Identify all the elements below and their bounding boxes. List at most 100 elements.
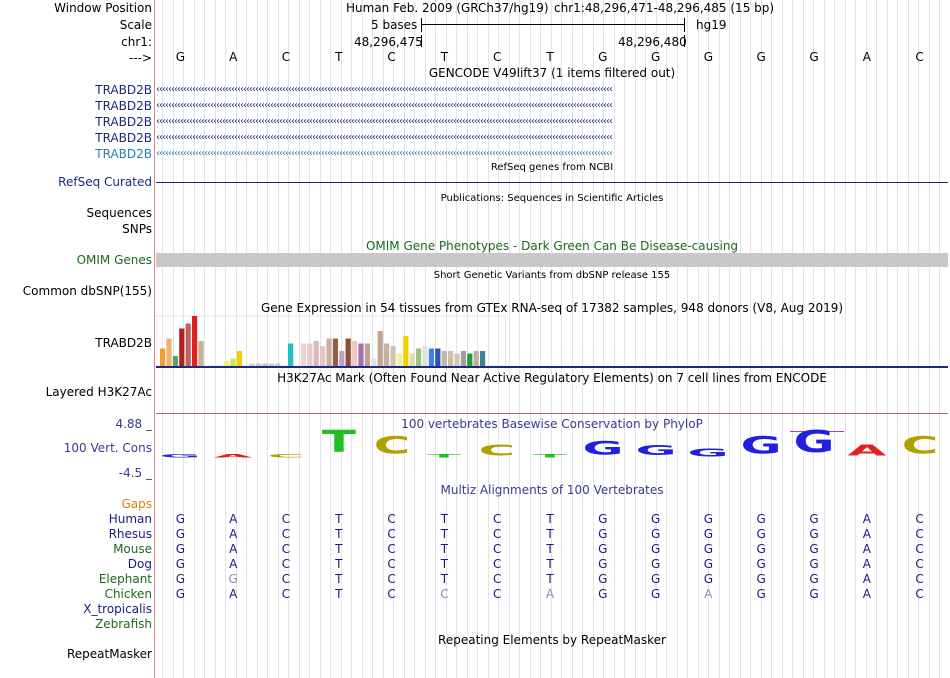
species-label[interactable]: Chicken (104, 587, 152, 601)
gtex-track-title[interactable]: Gene Expression in 54 tissues from GTEx … (260, 301, 844, 315)
gtex-expression-chart[interactable] (156, 314, 948, 369)
gtex-tissue-bar[interactable] (467, 353, 473, 367)
gtex-tissue-bar[interactable] (390, 346, 396, 366)
gtex-tissue-bar[interactable] (371, 358, 377, 367)
species-label[interactable]: Dog (127, 557, 152, 571)
gtex-tissue-bar[interactable] (377, 331, 383, 366)
gtex-tissue-bar[interactable] (403, 336, 409, 366)
gtex-tissue-bar[interactable] (192, 316, 198, 366)
species-label[interactable]: X_tropicalis (83, 602, 152, 616)
gtex-tissue-bar[interactable] (300, 343, 306, 367)
gencode-gene-arrows[interactable]: ‹‹‹‹‹‹‹‹‹‹‹‹‹‹‹‹‹‹‹‹‹‹‹‹‹‹‹‹‹‹‹‹‹‹‹‹‹‹‹‹… (156, 85, 613, 95)
gencode-gene-label[interactable]: TRABD2B (95, 147, 152, 161)
repeatmasker-label[interactable]: RepeatMasker (66, 647, 152, 661)
gtex-tissue-bar[interactable] (345, 338, 351, 367)
gtex-tissue-bar[interactable] (160, 348, 166, 367)
gtex-tissue-bar[interactable] (435, 348, 441, 367)
gaps-label[interactable]: Gaps (121, 497, 152, 511)
gtex-tissue-bar[interactable] (422, 346, 428, 366)
dbsnp-track-title[interactable]: Short Genetic Variants from dbSNP releas… (433, 270, 671, 281)
sequence-base: G (756, 50, 766, 64)
h3k27ac-label[interactable]: Layered H3K27Ac (45, 385, 152, 399)
gtex-tissue-bar[interactable] (416, 348, 422, 367)
gtex-tissue-bar[interactable] (198, 341, 204, 366)
gtex-tissue-bar[interactable] (256, 363, 262, 367)
gtex-tissue-bar[interactable] (313, 341, 319, 366)
gtex-tissue-bar[interactable] (409, 353, 415, 367)
refseq-track-title[interactable]: RefSeq genes from NCBI (490, 162, 614, 173)
gtex-tissue-bar[interactable] (339, 351, 345, 366)
gtex-tissue-bar[interactable] (268, 363, 274, 367)
gtex-tissue-bar[interactable] (460, 351, 466, 366)
gtex-tissue-bar[interactable] (364, 343, 370, 367)
species-label[interactable]: Zebrafish (95, 617, 152, 631)
gtex-tissue-bar[interactable] (326, 338, 332, 367)
multiz-track-title[interactable]: Multiz Alignments of 100 Vertebrates (440, 483, 664, 497)
gencode-gene-arrows[interactable]: ‹‹‹‹‹‹‹‹‹‹‹‹‹‹‹‹‹‹‹‹‹‹‹‹‹‹‹‹‹‹‹‹‹‹‹‹‹‹‹‹… (156, 117, 613, 127)
gtex-tissue-bar[interactable] (275, 363, 281, 367)
gtex-tissue-bar[interactable] (454, 353, 460, 367)
grid-line (477, 0, 478, 678)
gencode-gene-label[interactable]: TRABD2B (95, 83, 152, 97)
gtex-tissue-bar[interactable] (224, 361, 230, 366)
species-label[interactable]: Rhesus (108, 527, 152, 541)
grid-line (719, 0, 720, 678)
strand-arrow-label[interactable]: ---> (128, 51, 152, 65)
gtex-tissue-bar[interactable] (172, 356, 178, 366)
species-label[interactable]: Mouse (113, 542, 152, 556)
conservation-label[interactable]: 100 Vert. Cons (63, 441, 152, 455)
omim-label[interactable]: OMIM Genes (76, 253, 152, 267)
sequence-base: C (281, 50, 291, 64)
gtex-tissue-bar[interactable] (332, 338, 338, 367)
grid-line (782, 0, 783, 678)
gtex-tissue-bar[interactable] (480, 351, 486, 366)
species-label[interactable]: Human (108, 512, 152, 526)
gtex-tissue-bar[interactable] (288, 343, 294, 367)
repeatmasker-track-title[interactable]: Repeating Elements by RepeatMasker (438, 633, 666, 647)
gtex-tissue-bar[interactable] (262, 363, 268, 367)
dbsnp-label[interactable]: Common dbSNP(155) (22, 284, 152, 298)
gencode-gene-arrows[interactable]: ‹‹‹‹‹‹‹‹‹‹‹‹‹‹‹‹‹‹‹‹‹‹‹‹‹‹‹‹‹‹‹‹‹‹‹‹‹‹‹‹… (156, 149, 613, 159)
gtex-tissue-bar[interactable] (358, 343, 364, 367)
gencode-gene-label[interactable]: TRABD2B (95, 99, 152, 113)
refseq-gene-line[interactable] (156, 182, 948, 183)
gtex-tissue-bar[interactable] (307, 343, 313, 367)
gencode-track-title[interactable]: GENCODE V49lift37 (1 items filtered out) (428, 66, 676, 80)
gencode-gene-label[interactable]: TRABD2B (95, 115, 152, 129)
gtex-tissue-bar[interactable] (441, 351, 447, 366)
refseq-label[interactable]: RefSeq Curated (58, 175, 152, 189)
omim-gene-bar[interactable] (156, 253, 948, 267)
aligned-base: G (598, 542, 608, 556)
gtex-tissue-bar[interactable] (230, 358, 236, 367)
gtex-tissue-bar[interactable] (384, 343, 390, 367)
gencode-gene-arrows[interactable]: ‹‹‹‹‹‹‹‹‹‹‹‹‹‹‹‹‹‹‹‹‹‹‹‹‹‹‹‹‹‹‹‹‹‹‹‹‹‹‹‹… (156, 101, 613, 111)
conservation-track-title[interactable]: 100 vertebrates Basewise Conservation by… (401, 417, 703, 431)
aligned-base: G (175, 587, 186, 601)
snps-label[interactable]: SNPs (122, 222, 152, 236)
h3k27ac-signal-line[interactable] (156, 413, 948, 414)
h3k27ac-track-title[interactable]: H3K27Ac Mark (Often Found Near Active Re… (277, 371, 827, 385)
gtex-tissue-bar[interactable] (448, 351, 454, 366)
gtex-tissue-bar[interactable] (185, 323, 191, 367)
gtex-tissue-bar[interactable] (473, 351, 479, 366)
gtex-tissue-bar[interactable] (428, 348, 434, 367)
species-label[interactable]: Elephant (98, 572, 152, 586)
aligned-base: T (440, 512, 449, 526)
publications-track-title[interactable]: Publications: Sequences in Scientific Ar… (440, 193, 664, 204)
gtex-tissue-bar[interactable] (396, 353, 402, 367)
gtex-tissue-bar[interactable] (179, 328, 185, 367)
scale-label: Scale (119, 18, 152, 32)
gtex-tissue-bar[interactable] (236, 351, 242, 366)
gencode-gene-label[interactable]: TRABD2B (95, 131, 152, 145)
grid-line (530, 0, 531, 678)
gtex-gene-label[interactable]: TRABD2B (95, 336, 152, 350)
gtex-tissue-bar[interactable] (320, 346, 326, 366)
sequences-label[interactable]: Sequences (86, 206, 152, 220)
gtex-tissue-bar[interactable] (249, 363, 255, 367)
gtex-tissue-bar[interactable] (166, 338, 172, 367)
aligned-base: A (862, 527, 871, 541)
omim-track-title[interactable]: OMIM Gene Phenotypes - Dark Green Can Be… (365, 239, 739, 253)
gencode-gene-arrows[interactable]: ‹‹‹‹‹‹‹‹‹‹‹‹‹‹‹‹‹‹‹‹‹‹‹‹‹‹‹‹‹‹‹‹‹‹‹‹‹‹‹‹… (156, 133, 613, 143)
gtex-tissue-bar[interactable] (352, 341, 358, 366)
